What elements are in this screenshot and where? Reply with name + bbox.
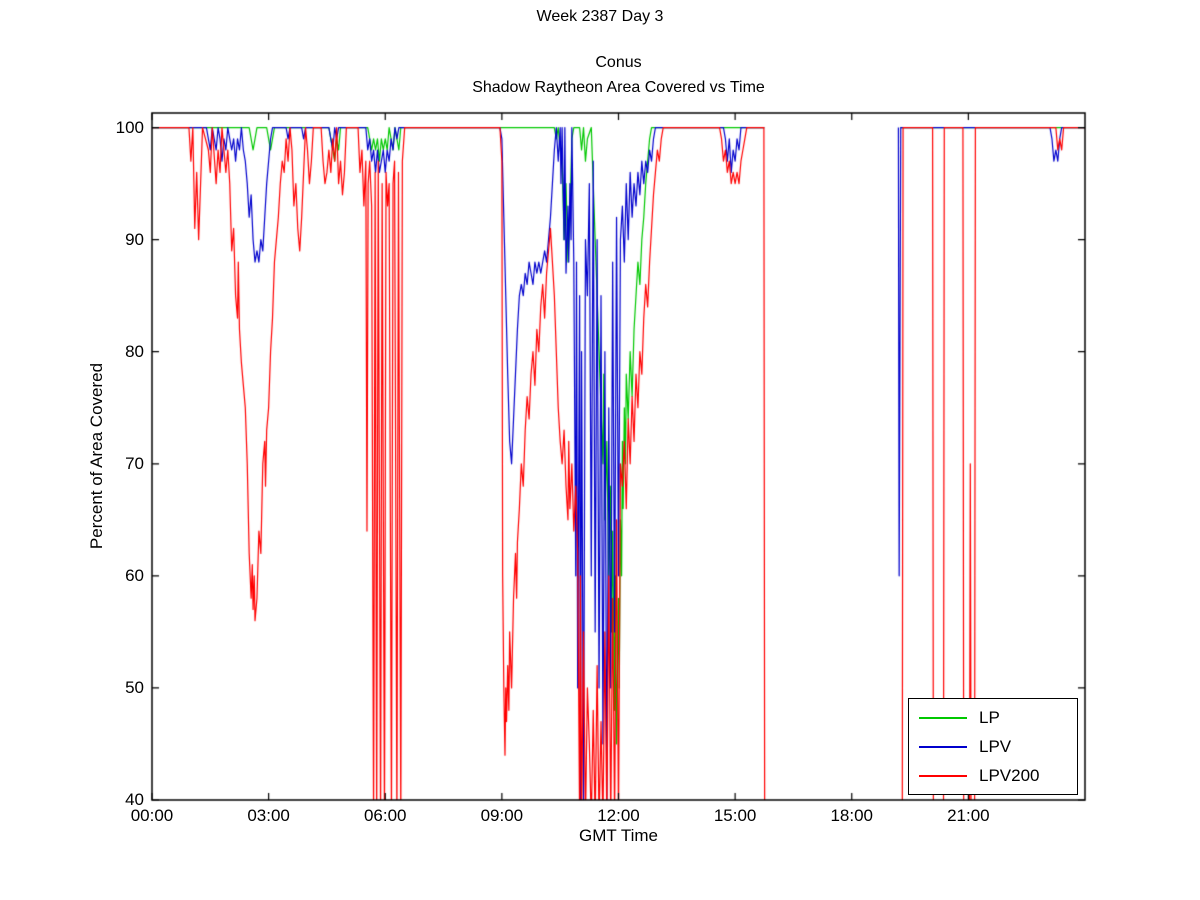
legend-line-sample: [919, 745, 967, 748]
legend-entry-lp: LP: [909, 708, 1077, 728]
legend-label: LPV: [979, 736, 1012, 756]
axes-title-line-1: Conus: [595, 54, 642, 71]
legend-entry-lpv: LPV: [909, 737, 1077, 757]
x-tick-label: 18:00: [830, 806, 874, 825]
x-axis-label: GMT Time: [578, 826, 659, 845]
y-tick-label: 100: [115, 117, 144, 137]
y-tick-label: 50: [125, 677, 144, 697]
axes-title: Conus Shadow Raytheon Area Covered vs Ti…: [152, 50, 1085, 100]
figure-suptitle: Week 2387 Day 3: [536, 8, 664, 25]
x-tick-label: 00:00: [130, 806, 174, 825]
y-tick-label: 70: [125, 453, 144, 473]
x-tick-label: 21:00: [947, 806, 990, 825]
x-tick-label: 09:00: [480, 806, 524, 825]
legend-line-sample: [919, 716, 967, 719]
legend: LP LPV LPV200: [908, 698, 1078, 795]
y-tick-label: 90: [125, 229, 144, 249]
axes-title-line-2: Shadow Raytheon Area Covered vs Time: [472, 79, 765, 96]
x-tick-label: 06:00: [363, 806, 407, 825]
x-tick-label: 03:00: [247, 806, 290, 825]
legend-label: LP: [979, 707, 1000, 727]
y-tick-label: 40: [125, 790, 144, 809]
legend-label: LPV200: [979, 765, 1040, 785]
x-tick-label: 15:00: [713, 806, 757, 825]
legend-entry-lpv200: LPV200: [909, 766, 1077, 786]
legend-line-sample: [919, 774, 967, 777]
y-tick-label: 60: [125, 565, 144, 585]
y-tick-label: 80: [125, 341, 144, 361]
x-tick-label: 12:00: [597, 806, 640, 825]
